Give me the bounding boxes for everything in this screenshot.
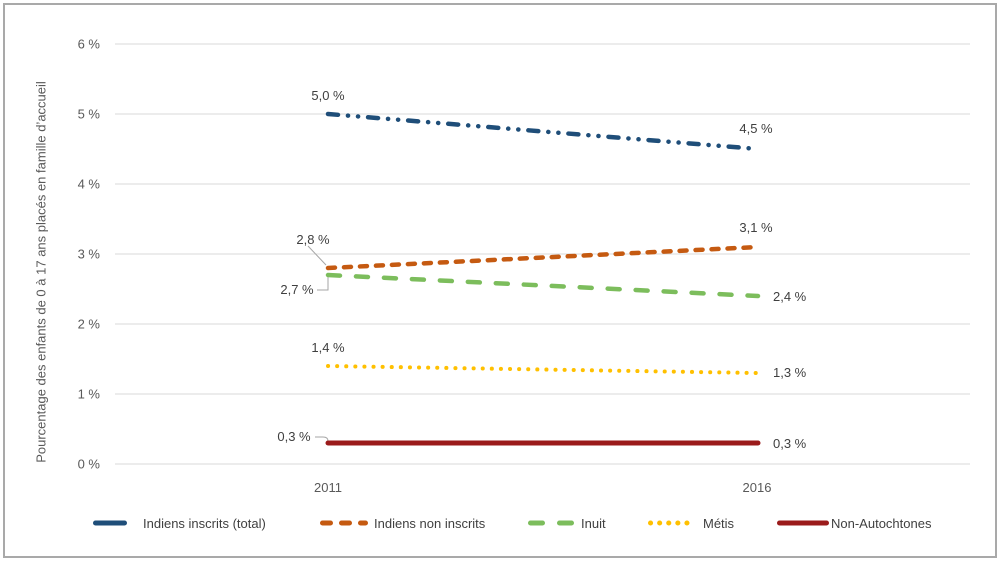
series-line-2 bbox=[325, 244, 761, 271]
label-leader-line bbox=[307, 245, 327, 266]
legend-item-1: Indiens inscrits (total) bbox=[93, 509, 266, 537]
series-line-1 bbox=[325, 111, 761, 152]
data-label: 4,5 % bbox=[739, 121, 773, 136]
legend-label: Indiens non inscrits bbox=[374, 515, 486, 531]
series-line-3 bbox=[325, 272, 761, 299]
data-label: 2,7 % bbox=[280, 282, 314, 297]
legend-label: Inuit bbox=[581, 515, 606, 531]
series-line-4 bbox=[326, 364, 760, 375]
data-label: 1,4 % bbox=[311, 340, 345, 355]
data-label: 2,8 % bbox=[296, 232, 330, 247]
y-axis-tick-label: 1 % bbox=[78, 387, 101, 402]
data-label: 0,3 % bbox=[277, 429, 311, 444]
legend: Indiens inscrits (total) Indiens non insc… bbox=[0, 509, 1000, 537]
data-label: 2,4 % bbox=[773, 289, 807, 304]
y-axis-tick-label: 6 % bbox=[78, 37, 101, 52]
legend-item-4: Métis bbox=[648, 509, 734, 537]
label-leader-line bbox=[315, 436, 329, 442]
legend-swatch-icon bbox=[777, 520, 829, 526]
legend-label: Indiens inscrits (total) bbox=[143, 515, 266, 531]
legend-label: Métis bbox=[703, 515, 735, 531]
legend-item-5: Non-Autochtones bbox=[777, 509, 931, 537]
legend-item-3: Inuit bbox=[528, 509, 606, 537]
y-axis-tick-label: 4 % bbox=[78, 177, 101, 192]
data-label: 0,3 % bbox=[773, 436, 807, 451]
data-label: 3,1 % bbox=[739, 220, 773, 235]
y-axis-tick-label: 2 % bbox=[78, 317, 101, 332]
y-axis-tick-label: 0 % bbox=[78, 457, 101, 472]
legend-swatch-icon bbox=[648, 520, 698, 526]
x-axis-tick-label: 2011 bbox=[314, 480, 342, 495]
legend-item-2: Indiens non inscrits bbox=[320, 509, 485, 537]
label-leader-line bbox=[317, 276, 329, 291]
data-label: 5,0 % bbox=[311, 88, 345, 103]
y-axis-tick-label: 5 % bbox=[78, 107, 101, 122]
legend-swatch-icon bbox=[320, 520, 368, 526]
legend-swatch-icon bbox=[528, 520, 574, 526]
x-axis-tick-label: 2016 bbox=[743, 480, 772, 495]
legend-swatch-icon bbox=[93, 520, 127, 526]
y-axis-tick-label: 3 % bbox=[78, 247, 101, 262]
legend-label: Non-Autochtones bbox=[831, 515, 932, 531]
data-label: 1,3 % bbox=[773, 365, 807, 380]
